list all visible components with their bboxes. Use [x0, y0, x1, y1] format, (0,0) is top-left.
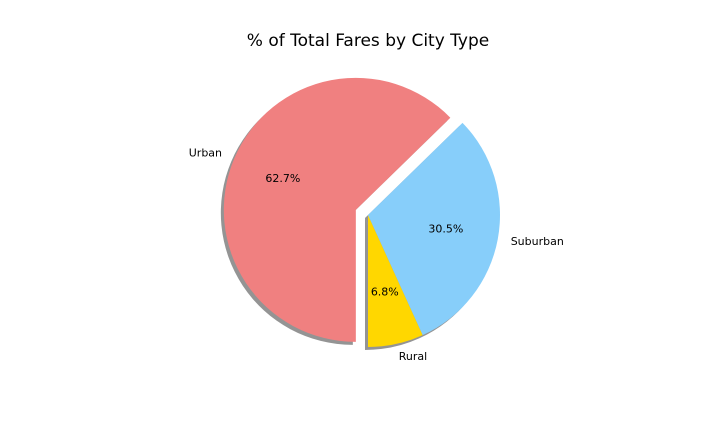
- pie-slices: [223, 77, 501, 347]
- slice-suburban: [368, 122, 501, 336]
- slice-urban: [223, 77, 451, 342]
- slice-percent-suburban: 30.5%: [428, 223, 463, 236]
- slice-rural: [368, 215, 423, 347]
- slice-label-urban: Urban: [189, 146, 222, 159]
- chart-title: % of Total Fares by City Type: [247, 31, 489, 51]
- slice-label-suburban: Suburban: [511, 235, 564, 248]
- slice-percent-rural: 6.8%: [371, 285, 399, 298]
- pie-labels: Rural 6.8% Suburban 30.5% Urban 62.7%: [189, 146, 564, 362]
- slice-percent-urban: 62.7%: [265, 172, 300, 185]
- slice-label-rural: Rural: [399, 350, 427, 363]
